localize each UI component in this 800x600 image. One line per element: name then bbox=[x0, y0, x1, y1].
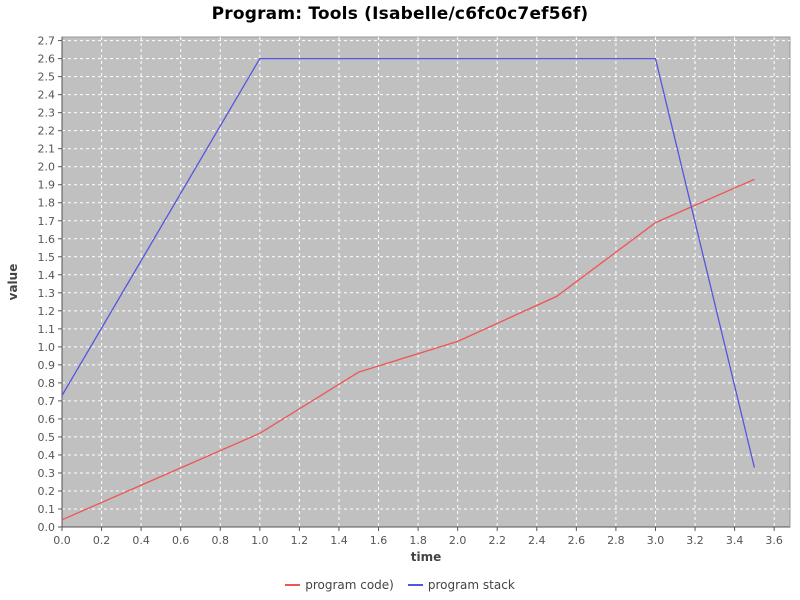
x-tick-label: 1.8 bbox=[409, 534, 427, 547]
x-tick-label: 2.8 bbox=[607, 534, 625, 547]
x-tick-label: 2.4 bbox=[528, 534, 546, 547]
x-tick-label: 0.4 bbox=[132, 534, 150, 547]
y-tick-label: 0.2 bbox=[38, 485, 56, 498]
x-tick-label: 1.2 bbox=[291, 534, 309, 547]
x-tick-label: 2.2 bbox=[488, 534, 506, 547]
x-tick-label: 1.6 bbox=[370, 534, 388, 547]
x-axis-label: time bbox=[411, 550, 442, 564]
legend-item-program-stack: program stack bbox=[407, 578, 515, 592]
x-tick-label: 3.6 bbox=[765, 534, 783, 547]
x-tick-label: 1.0 bbox=[251, 534, 269, 547]
y-tick-label: 2.4 bbox=[38, 89, 56, 102]
x-tick-label: 1.4 bbox=[330, 534, 348, 547]
y-tick-label: 0.4 bbox=[38, 449, 56, 462]
x-tick-label: 0.2 bbox=[93, 534, 111, 547]
y-tick-label: 0.5 bbox=[38, 431, 56, 444]
y-tick-label: 2.7 bbox=[38, 35, 56, 48]
y-tick-label: 1.4 bbox=[38, 269, 56, 282]
y-tick-label: 0.0 bbox=[38, 521, 56, 534]
y-tick-label: 1.0 bbox=[38, 341, 56, 354]
legend-item-program-code: program code) bbox=[285, 578, 394, 592]
y-tick-label: 2.6 bbox=[38, 53, 56, 66]
series-line-1 bbox=[61, 57, 756, 468]
x-tick-label: 3.0 bbox=[647, 534, 665, 547]
y-tick-label: 1.6 bbox=[38, 233, 56, 246]
chart-title: Program: Tools (Isabelle/c6fc0c7ef56f) bbox=[211, 4, 589, 24]
x-tick-label: 2.0 bbox=[449, 534, 467, 547]
y-tick-label: 2.1 bbox=[38, 143, 56, 156]
y-tick-label: 0.3 bbox=[38, 467, 56, 480]
legend-swatch-red-line bbox=[285, 584, 301, 586]
x-tick-label: 0.0 bbox=[53, 534, 71, 547]
y-tick-label: 0.8 bbox=[38, 377, 56, 390]
y-tick-label: 2.0 bbox=[38, 161, 56, 174]
y-tick-label: 1.2 bbox=[38, 305, 56, 318]
x-tick-label: 2.6 bbox=[568, 534, 586, 547]
y-tick-label: 1.1 bbox=[38, 323, 56, 336]
y-tick-label: 1.5 bbox=[38, 251, 56, 264]
chart-legend: program code) program stack bbox=[0, 578, 800, 592]
y-tick-label: 0.6 bbox=[38, 413, 56, 426]
legend-swatch-blue-line bbox=[407, 584, 423, 586]
y-tick-label: 1.7 bbox=[38, 215, 56, 228]
y-axis-label: value bbox=[6, 264, 20, 301]
x-tick-label: 0.8 bbox=[212, 534, 230, 547]
y-tick-label: 0.7 bbox=[38, 395, 56, 408]
y-tick-label: 2.2 bbox=[38, 125, 56, 138]
x-tick-label: 0.6 bbox=[172, 534, 190, 547]
legend-label: program code) bbox=[305, 578, 394, 592]
y-tick-label: 2.3 bbox=[38, 107, 56, 120]
y-tick-label: 2.5 bbox=[38, 71, 56, 84]
y-tick-label: 0.9 bbox=[38, 359, 56, 372]
x-tick-label: 3.2 bbox=[686, 534, 704, 547]
y-tick-label: 1.8 bbox=[38, 197, 56, 210]
plot-area bbox=[61, 36, 791, 528]
legend-label: program stack bbox=[427, 578, 515, 592]
y-tick-label: 0.1 bbox=[38, 503, 56, 516]
x-tick-label: 3.4 bbox=[726, 534, 744, 547]
y-tick-label: 1.9 bbox=[38, 179, 56, 192]
y-tick-label: 1.3 bbox=[38, 287, 56, 300]
series-line-0 bbox=[61, 178, 755, 521]
